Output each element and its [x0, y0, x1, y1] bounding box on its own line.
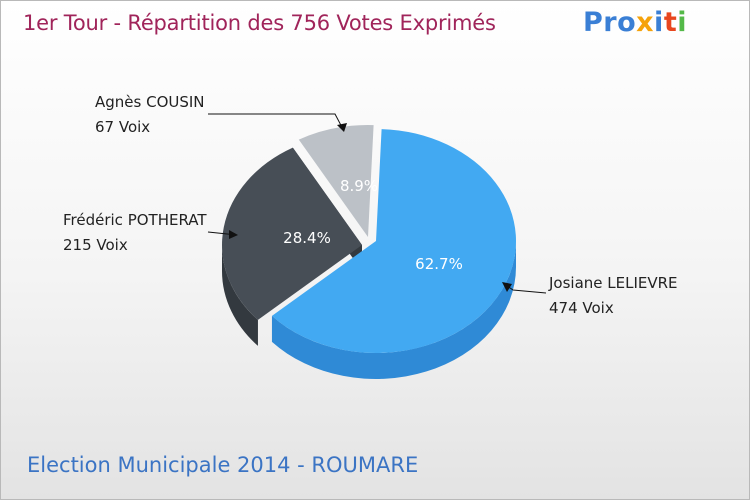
logo-letter: x — [636, 7, 655, 38]
pie-slices — [222, 125, 517, 354]
arrowhead-lelievre — [502, 282, 512, 292]
pct-label-lelievre: 62.7% — [415, 255, 463, 273]
pie-slice-potherat — [222, 147, 362, 320]
pct-label-cousin: 8.9% — [340, 177, 378, 195]
logo-letter: i — [654, 7, 664, 38]
label-votes-potherat: 215 Voix — [63, 236, 128, 254]
label-name-potherat: Frédéric POTHERAT — [63, 211, 207, 229]
label-name-cousin: Agnès COUSIN — [95, 93, 205, 111]
label-votes-lelievre: 474 Voix — [549, 299, 614, 317]
chart-title: 1er Tour - Répartition des 756 Votes Exp… — [23, 11, 496, 35]
arrowhead-cousin — [337, 123, 347, 132]
label-name-lelievre: Josiane LELIEVRE — [548, 274, 678, 292]
logo-letter: P — [582, 7, 604, 38]
leader-line-cousin — [208, 113, 345, 132]
pct-label-potherat: 28.4% — [283, 229, 331, 247]
pie-slice-cousin — [298, 125, 374, 237]
logo-letter: i — [677, 7, 687, 38]
proxiti-logo: Proxiti — [583, 7, 687, 38]
pie-slice-lelievre — [271, 129, 517, 354]
label-votes-cousin: 67 Voix — [95, 118, 150, 136]
logo-letter: r — [603, 7, 618, 38]
election-footer: Election Municipale 2014 - ROUMARE — [27, 453, 419, 477]
arrowhead-potherat — [229, 230, 238, 239]
pie-side-potherat — [222, 245, 258, 346]
logo-letter: o — [617, 7, 637, 38]
leader-arrowheads — [229, 123, 512, 292]
logo-letter: t — [663, 7, 678, 38]
pie-side-lelievre — [271, 241, 516, 379]
